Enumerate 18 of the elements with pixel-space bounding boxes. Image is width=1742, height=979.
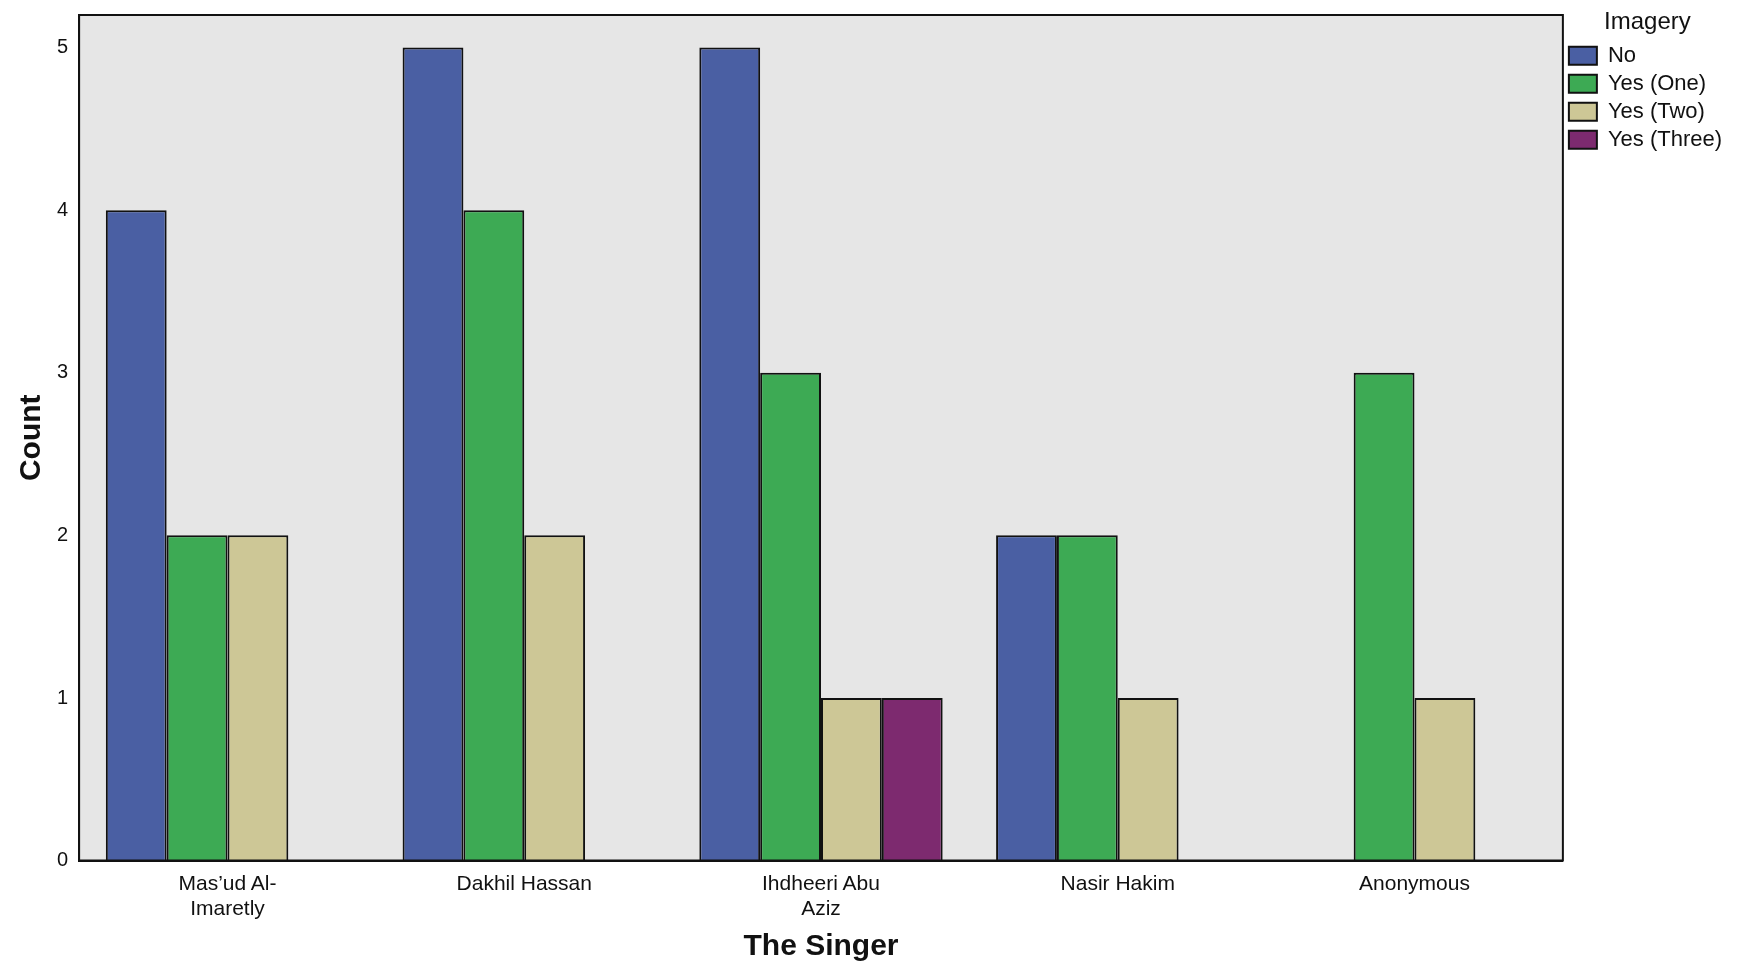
- y-tick-label: 4: [57, 197, 69, 220]
- y-tick-label: 5: [57, 35, 69, 58]
- legend-label: Yes (Three): [1607, 125, 1722, 151]
- x-tick-label: Mas’ud Al-Imaretly: [178, 871, 277, 920]
- x-tick-label: Ihdheeri Abu Aziz: [762, 871, 880, 920]
- legend-label: Yes (Two): [1607, 97, 1705, 123]
- x-axis-title: The Singer: [743, 928, 899, 962]
- legend-label: Yes (One): [1607, 69, 1707, 95]
- y-axis-title: Count: [13, 394, 47, 482]
- y-tick-label: 0: [57, 848, 69, 871]
- y-tick-label: 1: [57, 685, 69, 708]
- legend-title: Imagery: [1604, 6, 1691, 34]
- x-tick-label: Dakhil Hassan: [456, 871, 592, 894]
- x-tick-label: Anonymous: [1359, 871, 1470, 894]
- y-tick-label: 3: [57, 360, 69, 383]
- x-tick-label: Nasir Hakim: [1060, 871, 1175, 894]
- legend-label: No: [1607, 41, 1636, 67]
- y-tick-label: 2: [57, 522, 69, 545]
